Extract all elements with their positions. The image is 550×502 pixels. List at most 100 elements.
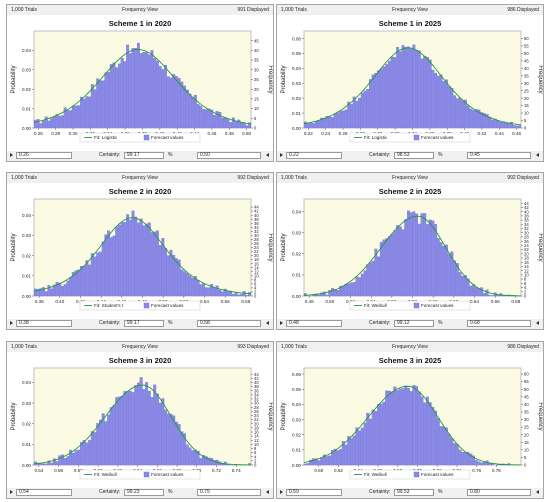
left-bound-field[interactable]: 0.48	[286, 320, 342, 327]
y2-tick-label: 12	[524, 268, 529, 273]
right-bound-field[interactable]: 0.75	[197, 489, 261, 496]
y2-tick-label: 44	[254, 372, 259, 377]
histogram-bar	[77, 449, 81, 466]
histogram-bar	[88, 96, 92, 129]
histogram-bar	[331, 117, 334, 129]
right-grabber-icon[interactable]	[266, 321, 269, 325]
y2-tick-label: 0	[254, 126, 257, 131]
histogram-bar	[374, 410, 378, 466]
view-label: Frequency View	[392, 7, 428, 13]
y2-tick-label: 6	[254, 450, 257, 455]
y2-tick-label: 6	[524, 281, 527, 286]
right-bound-field[interactable]: 0.58	[197, 320, 261, 327]
histogram-bar	[431, 407, 435, 466]
right-grabber-icon[interactable]	[266, 490, 269, 494]
y-axis-label: Probability	[11, 402, 17, 430]
right-grabber-icon[interactable]	[536, 321, 539, 325]
histogram-bar	[142, 52, 146, 129]
histogram-bar	[101, 241, 105, 297]
histogram-bar	[347, 101, 351, 129]
certainty-field[interactable]: 99.17	[124, 152, 164, 159]
certainty-field[interactable]: 99.12	[394, 320, 434, 327]
histogram-bar	[458, 449, 462, 466]
right-grabber-icon[interactable]	[266, 153, 269, 157]
histogram-bar	[131, 210, 135, 297]
histogram-bar	[104, 72, 108, 129]
histogram-bar	[306, 123, 310, 129]
right-grabber-icon[interactable]	[536, 490, 539, 494]
y2-tick-label: 2	[524, 289, 527, 294]
left-bound-field[interactable]: 0.22	[286, 152, 342, 159]
certainty-field[interactable]: 99.23	[124, 489, 164, 496]
histogram-bar	[415, 213, 419, 297]
left-grabber-icon[interactable]	[280, 321, 283, 325]
histogram-bar	[379, 403, 383, 466]
histogram-bar	[341, 285, 345, 297]
histogram-bar	[47, 120, 51, 129]
histogram-bar	[115, 67, 119, 129]
certainty-field[interactable]: 99.53	[394, 489, 434, 496]
left-bound-field[interactable]: 0.38	[16, 320, 72, 327]
y2-tick-label: 36	[254, 388, 259, 393]
left-grabber-icon[interactable]	[10, 321, 13, 325]
histogram-bar	[450, 88, 454, 129]
certainty-field[interactable]: 99.17	[124, 320, 164, 327]
histogram-bar	[52, 116, 56, 129]
chart-title: Scheme 3 in 2025	[379, 356, 442, 365]
histogram-bar	[202, 283, 205, 297]
y2-tick-label: 40	[254, 380, 259, 385]
x-tick-label: 0.26	[339, 131, 348, 136]
histogram-bar	[123, 222, 127, 297]
y2-tick-label: 0	[524, 463, 527, 468]
histogram-bar	[134, 385, 138, 466]
histogram-bar	[128, 219, 132, 297]
displayed-count: 992 Displayed	[507, 175, 539, 181]
right-bound-field[interactable]: 0.68	[467, 320, 531, 327]
histogram-bar	[112, 235, 116, 297]
histogram-bar	[444, 244, 448, 297]
left-grabber-icon[interactable]	[10, 490, 13, 494]
left-grabber-icon[interactable]	[280, 490, 283, 494]
left-grabber-icon[interactable]	[10, 153, 13, 157]
histogram-bar	[71, 105, 75, 129]
legend-box	[79, 300, 201, 311]
y-tick-label: 0.01	[292, 273, 301, 278]
left-bound-field[interactable]: 0.54	[16, 489, 72, 496]
right-grabber-icon[interactable]	[536, 153, 539, 157]
y2-tick-label: 8	[254, 446, 257, 451]
histogram-bar	[368, 418, 372, 466]
y2-tick-label: 2	[254, 458, 257, 463]
x-tick-label: 0.68	[511, 299, 520, 304]
left-bound-field[interactable]: 0.26	[16, 152, 72, 159]
histogram-bar	[363, 422, 367, 466]
legend-forecast-label: Forecast values	[421, 303, 454, 308]
histogram-bar	[90, 84, 94, 129]
y-tick-label: 0.04	[22, 380, 31, 385]
right-bound-field[interactable]: 0.80	[467, 489, 531, 496]
histogram-bar	[312, 458, 315, 466]
histogram-bar	[306, 463, 310, 466]
trials-count: 1,000 Trials	[11, 175, 37, 181]
left-bound-field[interactable]: 0.59	[286, 489, 342, 496]
chart-title: Scheme 1 in 2025	[379, 19, 442, 28]
certainty-field[interactable]: 98.53	[394, 152, 434, 159]
histogram-chart: Scheme 1 in 2025 0.00 0.01 0.02 0.03 0.04 0.05…	[277, 15, 543, 151]
right-bound-field[interactable]: 0.45	[467, 152, 531, 159]
right-bound-field[interactable]: 0.50	[197, 152, 261, 159]
histogram-bar	[58, 115, 62, 129]
chart-legend: Fit: Weibull Forecast values	[79, 469, 201, 480]
histogram-bar	[385, 238, 389, 297]
histogram-bar	[180, 81, 184, 129]
histogram-bar	[358, 277, 362, 297]
histogram-bar	[61, 285, 64, 297]
histogram-bar	[169, 413, 173, 466]
histogram-bar	[477, 288, 481, 297]
y2-tick-label: 34	[254, 225, 259, 230]
histogram-bar	[447, 433, 451, 466]
left-grabber-icon[interactable]	[280, 153, 283, 157]
histogram-bar	[174, 421, 178, 466]
y2-tick-label: 26	[254, 409, 259, 414]
x-tick-label: 0.46	[512, 131, 521, 136]
histogram-bar	[488, 116, 492, 129]
histogram-bar	[504, 122, 508, 129]
